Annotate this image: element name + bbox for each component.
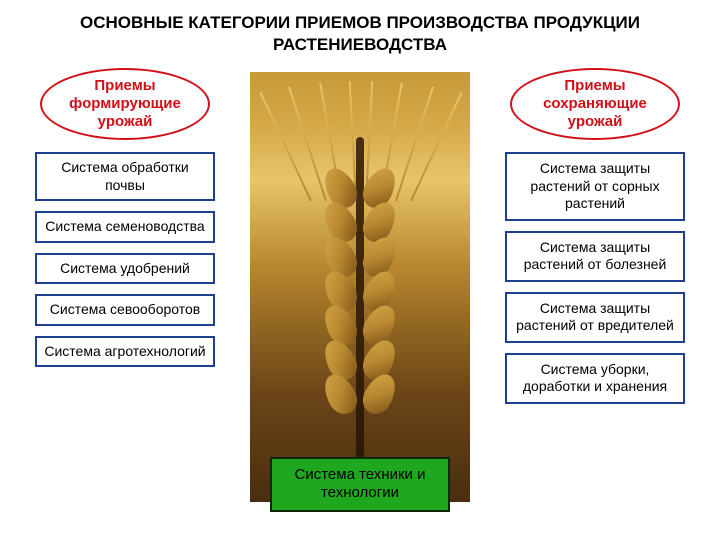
right-box-1: Система защиты растений от болезней bbox=[505, 231, 685, 282]
bottom-box: Система техники и технологии bbox=[270, 457, 450, 513]
right-ellipse: Приемы сохраняющие урожай bbox=[510, 68, 680, 140]
left-ellipse: Приемы формирующие урожай bbox=[40, 68, 210, 140]
left-box-1: Система семеноводства bbox=[35, 211, 215, 243]
page-title: ОСНОВНЫЕ КАТЕГОРИИ ПРИЕМОВ ПРОИЗВОДСТВА … bbox=[0, 0, 720, 64]
left-box-2: Система удобрений bbox=[35, 253, 215, 285]
right-box-0: Система защиты растений от сорных растен… bbox=[505, 152, 685, 221]
left-box-3: Система севооборотов bbox=[35, 294, 215, 326]
content-area: Приемы формирующие урожай Система обрабо… bbox=[0, 64, 720, 524]
right-column: Приемы сохраняющие урожай Система защиты… bbox=[500, 68, 690, 524]
right-box-2: Система защиты растений от вредителей bbox=[505, 292, 685, 343]
right-box-3: Система уборки, доработки и хранения bbox=[505, 353, 685, 404]
left-box-0: Система обработки почвы bbox=[35, 152, 215, 201]
wheat-image bbox=[250, 72, 470, 502]
left-column: Приемы формирующие урожай Система обрабо… bbox=[30, 68, 220, 524]
left-box-4: Система агротехнологий bbox=[35, 336, 215, 368]
